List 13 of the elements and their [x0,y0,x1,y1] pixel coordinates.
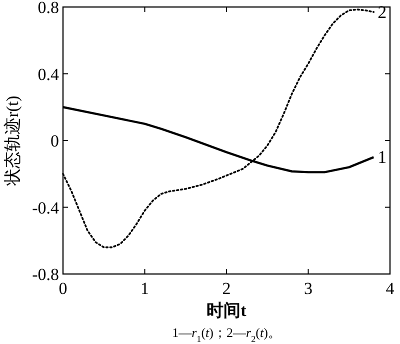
y-tick-label: 0.8 [38,0,59,17]
x-axis-title: 时间t [206,301,247,320]
y-axis-title: 状态轨迹r(t) [3,96,22,186]
x-tick-label: 1 [140,279,149,298]
y-tick-label: -0.4 [32,198,60,218]
legend-label: 1 [378,147,387,168]
y-tick-label: -0.8 [32,265,59,284]
x-tick-label: 3 [304,279,312,298]
y-tick-label: 0.4 [38,64,60,84]
x-tick-label: 4 [386,279,395,298]
x-tick-label: 2 [222,279,231,298]
text: 1—r$_{1}$(t)；2—r$_{2}$(t)。 [172,325,281,344]
y-tick-label: 0 [50,132,59,150]
